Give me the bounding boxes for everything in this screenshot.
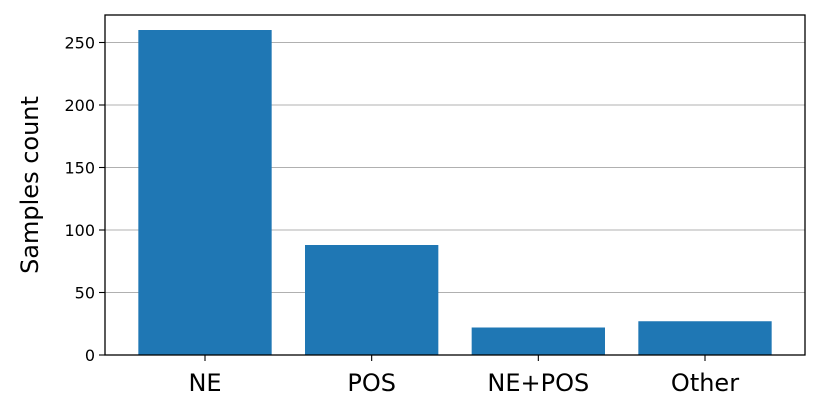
bar-ne-pos bbox=[471, 327, 605, 355]
y-tick-label: 50 bbox=[75, 284, 95, 303]
y-tick-label: 100 bbox=[64, 221, 95, 240]
plot-frame bbox=[104, 14, 806, 356]
y-axis-ticks: 0 50 100 150 200 250 bbox=[64, 34, 105, 365]
y-axis-label: Samples count bbox=[16, 96, 44, 274]
x-tick-label: Other bbox=[671, 369, 739, 397]
bars bbox=[138, 30, 772, 355]
bar-pos bbox=[305, 245, 439, 355]
bar-other bbox=[638, 321, 772, 355]
y-tick-label: 150 bbox=[64, 159, 95, 178]
y-tick-label: 200 bbox=[64, 96, 95, 115]
x-tick-label: NE bbox=[188, 369, 221, 397]
x-tick-label: NE+POS bbox=[487, 369, 589, 397]
y-tick-label: 0 bbox=[85, 346, 95, 365]
y-tick-label: 250 bbox=[64, 34, 95, 53]
x-axis-ticks: NE POS NE+POS Other bbox=[188, 355, 739, 397]
bar-ne bbox=[138, 30, 272, 355]
x-tick-label: POS bbox=[347, 369, 396, 397]
